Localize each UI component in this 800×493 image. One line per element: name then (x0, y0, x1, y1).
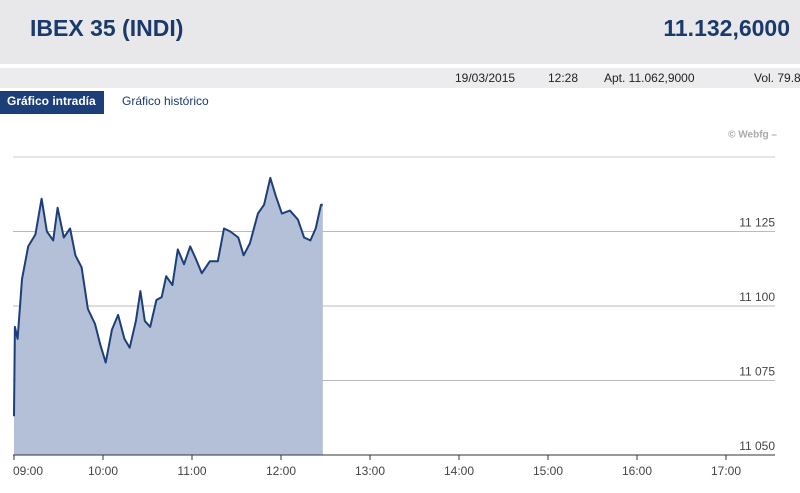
info-volume: Vol. 79.8 (754, 71, 800, 85)
y-tick-label: 11 050 (739, 439, 775, 453)
y-tick-label: 11 125 (739, 216, 775, 230)
tab-active[interactable] (0, 91, 104, 114)
x-tick-label: 17:00 (711, 464, 741, 478)
tab-label[interactable]: Gráfico intradía (7, 94, 96, 108)
x-tick-label: 13:00 (355, 464, 385, 478)
area (14, 177, 323, 455)
x-tick-label: 15:00 (533, 464, 563, 478)
index-title: IBEX 35 (INDI) (30, 15, 183, 41)
info-open: Apt. 11.062,9000 (604, 71, 695, 85)
x-tick-label: 09:00 (13, 464, 43, 478)
info-date: 19/03/2015 (455, 71, 515, 85)
tab-label[interactable]: Gráfico histórico (122, 94, 209, 108)
x-tick-label: 14:00 (444, 464, 474, 478)
x-tick-label: 16:00 (622, 464, 652, 478)
x-tick-label: 10:00 (88, 464, 118, 478)
header-bar (0, 0, 800, 64)
index-value: 11.132,6000 (663, 15, 790, 41)
line (13, 176, 323, 417)
y-tick-label: 11 100 (739, 290, 775, 304)
x-tick-label: 12:00 (266, 464, 296, 478)
credit: © Webfg – (728, 130, 777, 141)
info-time: 12:28 (548, 71, 578, 85)
info-bar (0, 68, 800, 88)
y-tick-label: 11 075 (739, 365, 775, 379)
x-tick-label: 11:00 (177, 464, 206, 478)
